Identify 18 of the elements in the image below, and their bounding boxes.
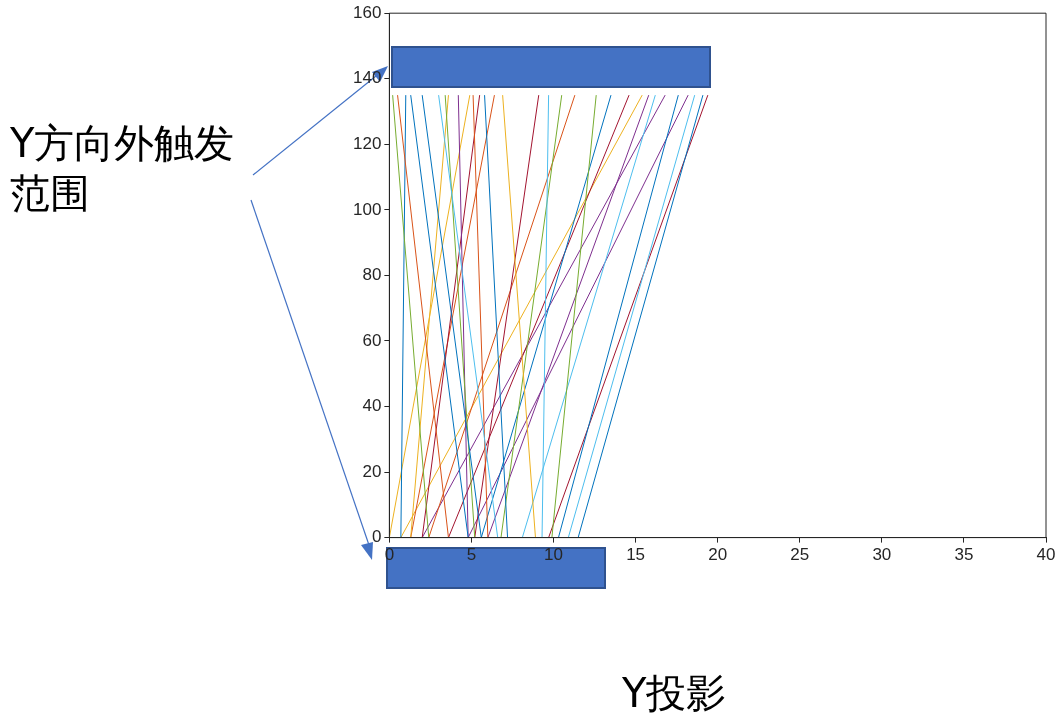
y-tick-label: 80 (362, 265, 382, 285)
x-tick-label: 15 (626, 545, 646, 565)
y-tick-label: 0 (371, 527, 382, 547)
y-tick-label: 160 (352, 2, 382, 22)
y-tick-label: 120 (352, 133, 382, 153)
x-tick-label: 10 (544, 545, 563, 565)
text: Y投影 (622, 669, 727, 718)
x-tick-label: 5 (466, 545, 477, 565)
x-tick-label: 30 (872, 545, 892, 565)
x-tick-label: 35 (954, 545, 974, 565)
y-tick-label: 40 (362, 396, 382, 416)
x-tick-label: 20 (708, 545, 728, 565)
x-tick-label: 25 (790, 545, 810, 565)
x-tick-label: 40 (1036, 545, 1056, 565)
y-tick-label: 60 (362, 330, 382, 350)
text: Y方向外触发范围 (10, 119, 236, 218)
y-tick-label: 100 (352, 199, 382, 219)
y-tick-label: 20 (362, 461, 382, 481)
